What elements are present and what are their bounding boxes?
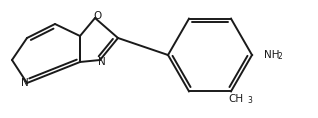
Text: 2: 2	[277, 52, 282, 61]
Text: O: O	[94, 11, 102, 21]
Text: N: N	[98, 57, 106, 67]
Text: NH: NH	[264, 50, 280, 60]
Text: CH: CH	[228, 94, 244, 104]
Text: N: N	[21, 78, 29, 88]
Text: 3: 3	[247, 96, 252, 105]
